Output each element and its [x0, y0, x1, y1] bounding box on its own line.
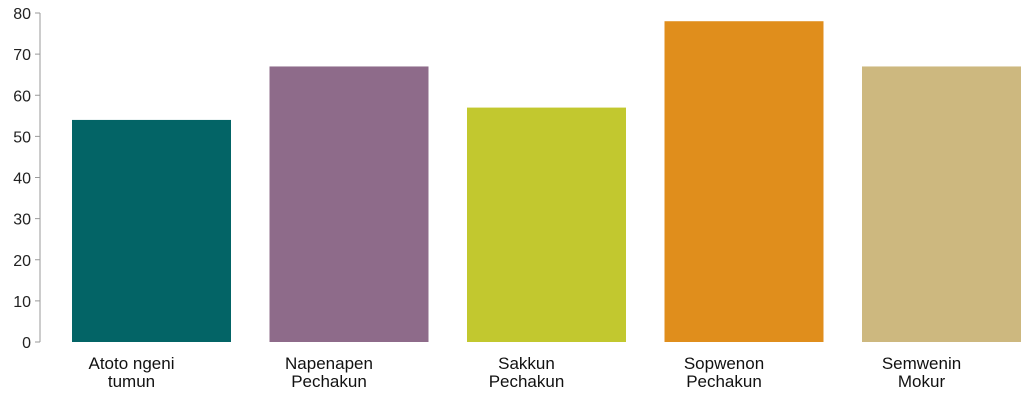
x-category-label-line: tumun — [108, 372, 155, 391]
x-category-label-line: Atoto ngeni — [88, 354, 174, 373]
x-category-label-line: Pechakun — [291, 372, 367, 391]
x-category-label: Atoto ngeni tumun — [88, 354, 174, 391]
x-category-label-line: Pechakun — [686, 372, 762, 391]
x-category-label: Napenapen Pechakun — [285, 354, 373, 391]
y-tick-label: 60 — [13, 88, 31, 105]
y-tick-label: 70 — [13, 47, 31, 64]
x-category-label-line: Pechakun — [489, 372, 565, 391]
y-tick-label: 30 — [13, 212, 31, 229]
y-tick-label: 20 — [13, 253, 31, 270]
x-category-label-line: Sopwenon — [684, 354, 764, 373]
bar — [862, 66, 1021, 343]
y-axis: 0 10 20 30 40 50 60 70 80 — [13, 6, 41, 352]
x-category-label-line: Mokur — [898, 372, 946, 391]
y-tick-label: 40 — [13, 171, 31, 188]
x-category-label: Semwenin Mokur — [882, 354, 961, 391]
x-category-label-line: Napenapen — [285, 354, 373, 373]
bar — [269, 66, 429, 343]
x-category-label: Sopwenon Pechakun — [684, 354, 764, 391]
y-tick-label: 10 — [13, 294, 31, 311]
y-tick-label: 0 — [22, 335, 31, 352]
y-tick-label: 80 — [13, 6, 31, 23]
x-category-label: Sakkun Pechakun — [489, 354, 565, 391]
x-category-label-line: Semwenin — [882, 354, 961, 373]
bar — [664, 21, 824, 342]
y-tick-label: 50 — [13, 129, 31, 146]
bar — [467, 107, 626, 343]
x-category-label-line: Sakkun — [498, 354, 555, 373]
bars — [72, 21, 1021, 343]
bar — [72, 119, 231, 342]
